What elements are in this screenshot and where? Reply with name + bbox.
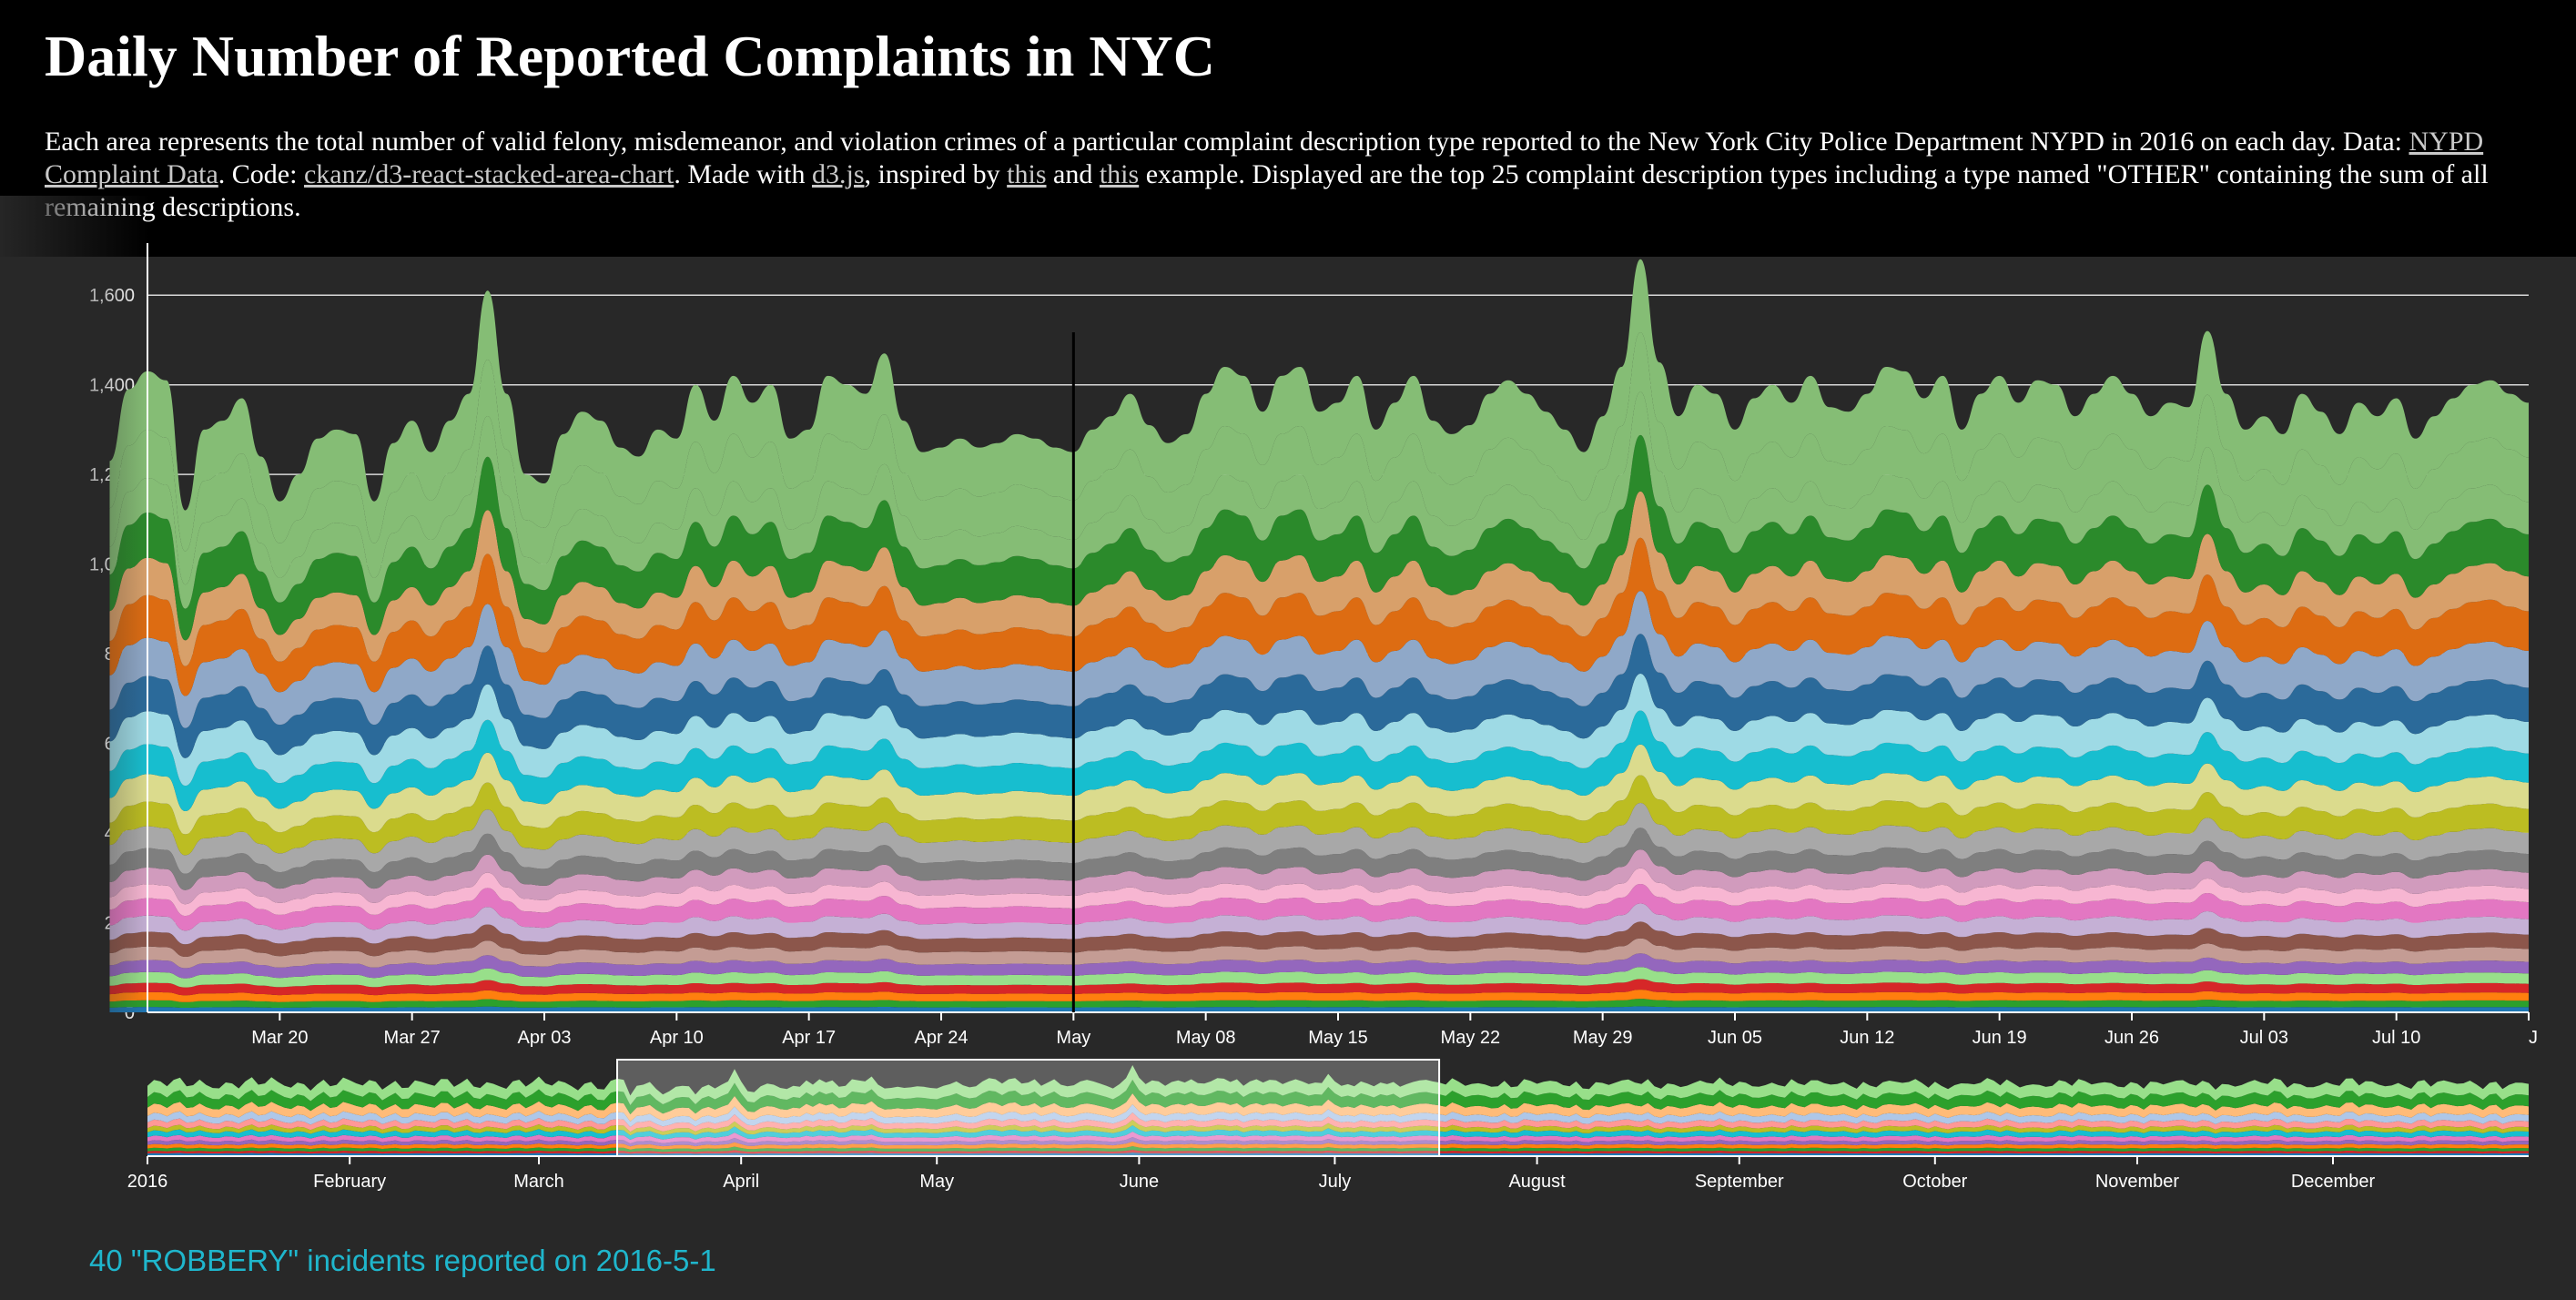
area-series-26[interactable] — [109, 259, 2530, 552]
overview-series-12 — [147, 1080, 2529, 1114]
area-series-12[interactable] — [109, 849, 2530, 905]
overview-x-tick-label: June — [1120, 1172, 1159, 1192]
x-tick-label: Jun 26 — [2104, 1028, 2159, 1048]
overview-x-tick-label: October — [1902, 1172, 1967, 1192]
x-tick-label: May 29 — [1573, 1028, 1633, 1048]
link-this-2[interactable]: this — [1099, 159, 1140, 189]
area-series-2[interactable] — [109, 999, 2530, 1008]
area-series-20[interactable] — [109, 591, 2530, 728]
x-tick-label: Jun 12 — [1840, 1028, 1894, 1048]
overview-series-7 — [147, 1125, 2529, 1140]
desc-text-4: , inspired by — [864, 159, 1008, 189]
overview-x-tick-label: August — [1508, 1172, 1566, 1192]
area-series-10[interactable] — [109, 884, 2530, 931]
overview-x-tick-label: December — [2291, 1172, 2376, 1192]
overview-series-2 — [147, 1150, 2529, 1154]
x-tick-label: Jul 10 — [2372, 1028, 2420, 1048]
area-series-14[interactable] — [109, 803, 2530, 874]
area-series-8[interactable] — [109, 921, 2530, 957]
overview-series-5 — [147, 1137, 2529, 1147]
overview-series-4 — [147, 1142, 2529, 1150]
brush-selection[interactable] — [616, 1059, 1441, 1157]
x-tick-label: May — [1056, 1028, 1090, 1048]
x-tick-label: Apr 10 — [650, 1028, 704, 1048]
area-series-4[interactable] — [109, 979, 2530, 996]
x-tick-label: Jul 03 — [2240, 1028, 2288, 1048]
overview-brush-chart[interactable]: 2016 February March April May June July August S… — [127, 1059, 2529, 1192]
link-code[interactable]: ckanz/d3-react-stacked-area-chart — [303, 159, 674, 189]
overview-x-tick-label: March — [513, 1172, 564, 1192]
area-series-1[interactable] — [109, 1006, 2530, 1012]
area-series-9[interactable] — [109, 903, 2530, 945]
area-series-6[interactable] — [109, 953, 2530, 979]
area-series-15[interactable] — [109, 775, 2530, 856]
area-series-7[interactable] — [109, 938, 2530, 969]
link-nypd-data[interactable]: NYPD Complaint Data — [45, 127, 2484, 189]
overview-x-tick-label: 2016 — [127, 1172, 168, 1192]
overview-x-tick-label: September — [1695, 1172, 1784, 1192]
area-series-16[interactable] — [109, 744, 2530, 835]
overview-series-11 — [147, 1093, 2529, 1122]
link-d3js[interactable]: d3.js — [811, 159, 865, 189]
page-title: Daily Number of Reported Complaints in N… — [45, 24, 1215, 88]
main-stacked-area-chart[interactable]: 02004006008001,0001,2001,4001,600Mar 20M… — [0, 196, 2538, 1048]
x-tick-label: Mar 27 — [384, 1028, 441, 1048]
link-this-1[interactable]: this — [1007, 159, 1047, 189]
desc-text-6: example. Displayed are the top 25 compla… — [45, 159, 2489, 222]
left-fade-overlay — [0, 196, 150, 1021]
header: Daily Number of Reported Complaints in N… — [0, 0, 2576, 257]
area-series-25[interactable] — [109, 332, 2530, 585]
overview-series-9 — [147, 1112, 2529, 1132]
overview-x-tick-label: May — [919, 1172, 954, 1192]
x-tick-label: May 22 — [1441, 1028, 1501, 1048]
x-tick-label: May 08 — [1176, 1028, 1236, 1048]
area-series-22[interactable] — [109, 491, 2530, 666]
desc-text-2: . Code: — [218, 159, 304, 189]
hover-status-text: 40 "ROBBERY" incidents reported on 2016-… — [89, 1244, 716, 1277]
description: Each area represents the total number of… — [45, 126, 2566, 224]
overview-x-tick-label: April — [723, 1172, 759, 1192]
overview-x-tick-label: November — [2095, 1172, 2180, 1192]
overview-series-10 — [147, 1104, 2529, 1127]
area-series-3[interactable] — [109, 990, 2530, 1002]
area-series-19[interactable] — [109, 634, 2530, 758]
area-series-18[interactable] — [109, 674, 2530, 787]
area-series-13[interactable] — [109, 828, 2530, 890]
overview-x-tick-label: July — [1319, 1172, 1352, 1192]
overview-series-13 — [147, 1065, 2529, 1105]
x-tick-label: Apr 24 — [915, 1028, 969, 1048]
desc-text-3: . Made with — [674, 159, 812, 189]
x-tick-label: May 15 — [1308, 1028, 1368, 1048]
area-series-11[interactable] — [109, 868, 2530, 917]
overview-series-8 — [147, 1120, 2529, 1136]
overview-x-tick-label: February — [313, 1172, 386, 1192]
x-tick-label: Apr 03 — [518, 1028, 572, 1048]
desc-text-1: Each area represents the total number of… — [45, 127, 2409, 157]
x-tick-label: Apr 17 — [782, 1028, 836, 1048]
area-series-5[interactable] — [109, 967, 2530, 988]
area-series-17[interactable] — [109, 710, 2530, 812]
x-tick-label: J — [2529, 1028, 2538, 1048]
area-series-23[interactable] — [109, 434, 2530, 641]
area-series-21[interactable] — [109, 537, 2530, 696]
x-tick-label: Jun 19 — [1973, 1028, 2027, 1048]
area-series-24[interactable] — [109, 391, 2530, 609]
desc-text-5: and — [1046, 159, 1100, 189]
x-tick-label: Jun 05 — [1708, 1028, 1762, 1048]
x-tick-label: Mar 20 — [251, 1028, 308, 1048]
overview-series-6 — [147, 1132, 2529, 1143]
overview-series-3 — [147, 1146, 2529, 1153]
